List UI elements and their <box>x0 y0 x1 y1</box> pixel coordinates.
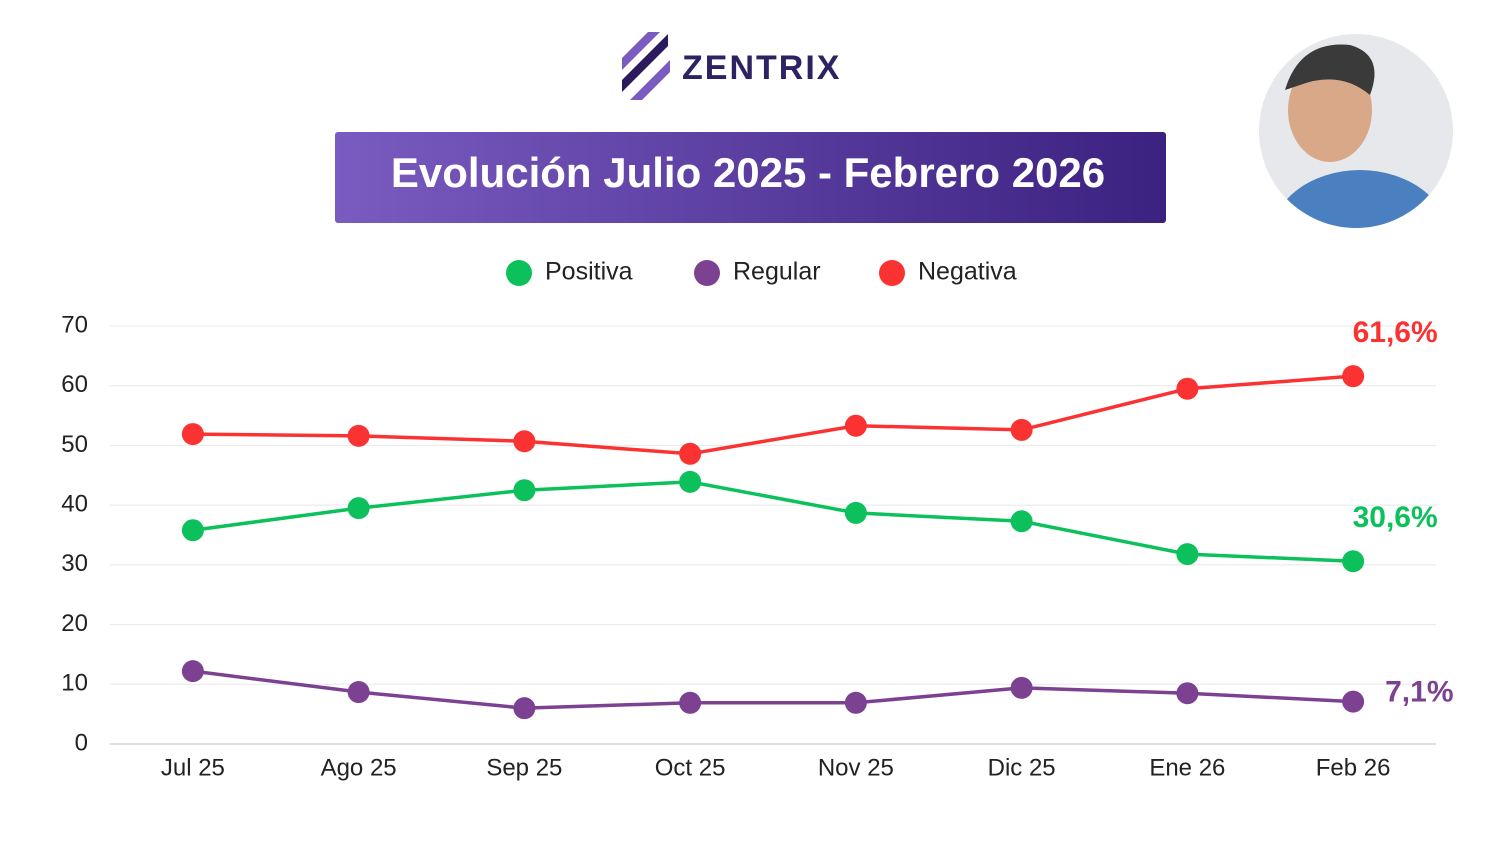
x-tick-label: Oct 25 <box>655 754 726 781</box>
series-line <box>192 374 1354 456</box>
logo-text: ZENTRIX <box>682 49 841 87</box>
x-tick-label: Ene 26 <box>1149 754 1225 781</box>
data-label: 7,1% <box>1385 676 1453 709</box>
x-tick-label: Dic 25 <box>988 754 1056 781</box>
series-line <box>192 669 1354 710</box>
data-point <box>679 470 702 493</box>
data-point <box>513 479 536 502</box>
legend-label: Negativa <box>918 258 1017 286</box>
y-tick-label: 30 <box>61 550 88 577</box>
data-point <box>181 519 204 542</box>
y-tick-label: 40 <box>61 490 88 517</box>
legend-marker <box>694 260 720 286</box>
data-point <box>513 697 536 720</box>
legend: Positiva Regular Negativa <box>506 258 1017 286</box>
data-label: 30,6% <box>1353 501 1438 534</box>
data-point <box>1176 543 1199 566</box>
title-box <box>335 132 1166 223</box>
data-point <box>844 414 867 437</box>
y-tick-label: 60 <box>61 371 88 398</box>
x-tick-label: Nov 25 <box>818 754 894 781</box>
y-tick-label: 50 <box>61 431 88 458</box>
chart-title: Evolución Julio 2025 - Febrero 2026 <box>391 149 1105 196</box>
data-point <box>679 442 702 465</box>
legend-label: Regular <box>733 258 821 286</box>
data-point <box>844 501 867 524</box>
data-point <box>1176 377 1199 400</box>
data-point <box>679 691 702 714</box>
photo <box>1259 34 1453 228</box>
x-tick-label: Feb 26 <box>1316 754 1391 781</box>
logo-icon <box>622 32 670 100</box>
data-point <box>181 660 204 683</box>
y-tick-label: 10 <box>61 670 88 697</box>
data-point <box>347 497 370 520</box>
data-point <box>181 423 204 446</box>
data-point <box>347 424 370 447</box>
legend-marker <box>506 260 532 286</box>
legend-label: Positiva <box>545 258 633 286</box>
x-tick-label: Sep 25 <box>486 754 562 781</box>
data-label: 61,6% <box>1353 316 1438 349</box>
y-tick-label: 20 <box>61 610 88 637</box>
data-point <box>1342 550 1365 573</box>
data-point <box>1010 418 1033 441</box>
data-point <box>1010 510 1033 533</box>
data-point <box>347 681 370 704</box>
series-line <box>192 480 1354 564</box>
data-point <box>1010 676 1033 699</box>
data-point <box>1176 682 1199 705</box>
data-point <box>1342 365 1365 388</box>
y-tick-label: 70 <box>61 311 88 338</box>
legend-marker <box>879 260 905 286</box>
y-tick-label: 0 <box>75 729 88 756</box>
data-point <box>844 691 867 714</box>
data-point <box>1342 690 1365 713</box>
x-tick-label: Jul 25 <box>161 754 225 781</box>
data-point <box>513 430 536 453</box>
x-tick-label: Ago 25 <box>321 754 397 781</box>
